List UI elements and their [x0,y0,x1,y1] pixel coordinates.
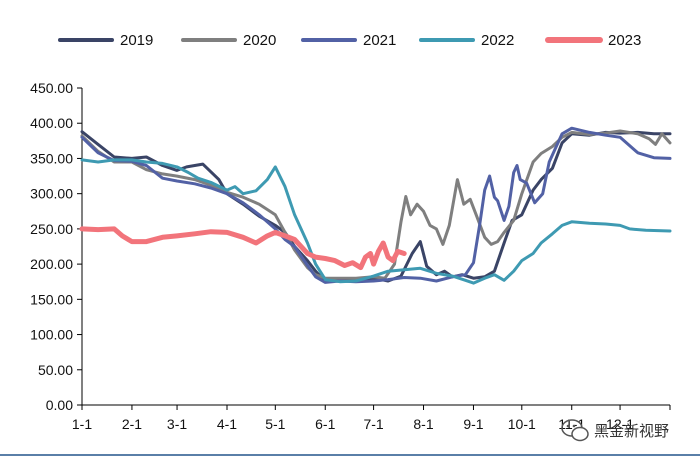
x-tick-label: 7-1 [363,416,383,432]
y-tick-label: 450.00 [30,80,73,96]
y-tick-label: 0.00 [46,397,73,413]
legend-label-2020: 2020 [243,32,276,49]
watermark-text: 黑金新视野 [594,422,669,440]
wechat-icon [561,419,589,442]
legend: 2019 2020 2021 2022 2023 [58,32,641,49]
x-tick-label: 12-1 [606,416,634,432]
y-tick-label: 300.00 [30,186,73,202]
x-tick-label: 3-1 [167,416,187,432]
axes: 0.00 50.00 100.00 150.00 200.00 250.00 300.00 3… [30,80,671,432]
x-tick-label: 8-1 [413,416,433,432]
x-tick-label: 4-1 [217,416,237,432]
x-tick-label: 2-1 [122,416,142,432]
x-tick-label: 9-1 [463,416,483,432]
x-tick-label: 1-1 [72,416,92,432]
legend-label-2021: 2021 [363,32,396,49]
y-tick-label: 250.00 [30,221,73,237]
bottom-rule [0,454,700,456]
y-tick-label: 150.00 [30,291,73,307]
x-tick-label: 5-1 [265,416,285,432]
y-tick-label: 400.00 [30,115,73,131]
series-line-2022 [80,158,672,285]
legend-label-2023: 2023 [608,32,641,49]
y-tick-label: 100.00 [30,327,73,343]
series-line-2021 [80,126,672,284]
y-tick-label: 200.00 [30,256,73,272]
series-line-2023 [79,226,407,271]
x-tick-label: 6-1 [315,416,335,432]
series-lines [79,126,672,285]
watermark: 黑金新视野 [561,419,669,442]
legend-label-2019: 2019 [120,32,153,49]
y-tick-label: 50.00 [38,362,73,378]
y-tick-label: 350.00 [30,150,73,166]
x-tick-label: 10-1 [508,416,536,432]
legend-label-2022: 2022 [481,32,514,49]
series-line-2019 [80,130,672,284]
